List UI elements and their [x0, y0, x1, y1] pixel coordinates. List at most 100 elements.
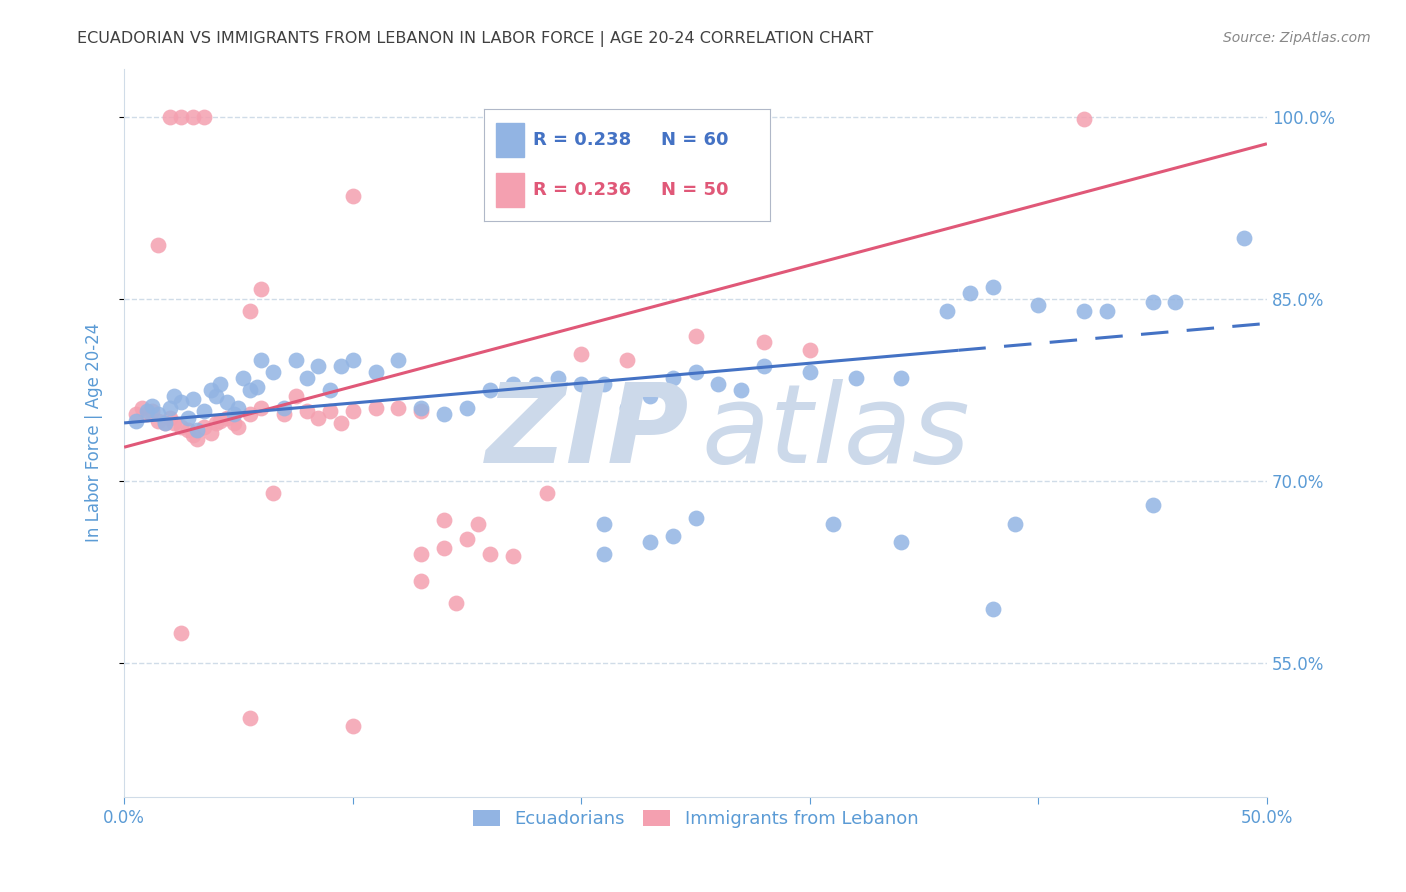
Point	[342, 189, 364, 203]
Point	[638, 389, 661, 403]
Point	[250, 401, 273, 416]
Point	[193, 404, 215, 418]
Point	[177, 423, 200, 437]
Point	[752, 334, 775, 349]
Point	[444, 596, 467, 610]
Point	[159, 411, 181, 425]
Point	[890, 535, 912, 549]
Point	[593, 377, 616, 392]
Point	[593, 547, 616, 561]
Point	[273, 408, 295, 422]
Point	[456, 533, 478, 547]
Point	[136, 404, 159, 418]
Point	[433, 541, 456, 555]
Point	[170, 419, 193, 434]
Point	[319, 383, 342, 397]
Point	[1142, 499, 1164, 513]
Point	[204, 416, 226, 430]
Point	[148, 237, 170, 252]
Point	[685, 328, 707, 343]
Point	[141, 399, 163, 413]
Point	[163, 389, 186, 403]
Point	[209, 377, 232, 392]
Point	[616, 352, 638, 367]
Point	[170, 110, 193, 124]
Point	[364, 365, 387, 379]
Point	[159, 110, 181, 124]
Point	[433, 513, 456, 527]
Point	[239, 304, 262, 318]
Point	[136, 408, 159, 422]
Text: ZIP: ZIP	[486, 379, 690, 486]
Point	[222, 416, 245, 430]
Point	[155, 416, 177, 430]
Point	[638, 535, 661, 549]
Point	[478, 547, 501, 561]
Point	[661, 371, 683, 385]
Point	[215, 411, 238, 425]
Point	[124, 408, 146, 422]
Point	[342, 404, 364, 418]
Point	[330, 416, 353, 430]
Point	[181, 110, 204, 124]
Point	[159, 401, 181, 416]
Point	[502, 377, 524, 392]
Point	[250, 352, 273, 367]
Point	[284, 389, 307, 403]
Point	[193, 110, 215, 124]
Point	[148, 408, 170, 422]
Point	[215, 395, 238, 409]
Point	[181, 428, 204, 442]
Point	[262, 365, 284, 379]
Point	[177, 411, 200, 425]
Point	[411, 574, 433, 588]
Point	[685, 510, 707, 524]
Text: atlas: atlas	[702, 379, 970, 486]
Point	[163, 416, 186, 430]
Text: ECUADORIAN VS IMMIGRANTS FROM LEBANON IN LABOR FORCE | AGE 20-24 CORRELATION CHA: ECUADORIAN VS IMMIGRANTS FROM LEBANON IN…	[77, 31, 873, 47]
Point	[959, 286, 981, 301]
Point	[222, 408, 245, 422]
Point	[131, 401, 153, 416]
Point	[981, 280, 1004, 294]
Point	[502, 549, 524, 564]
Text: Source: ZipAtlas.com: Source: ZipAtlas.com	[1223, 31, 1371, 45]
Point	[467, 516, 489, 531]
Point	[364, 401, 387, 416]
Point	[1028, 298, 1050, 312]
Point	[616, 401, 638, 416]
Point	[284, 352, 307, 367]
Point	[547, 371, 569, 385]
Point	[536, 486, 558, 500]
Point	[246, 379, 269, 393]
Point	[307, 411, 329, 425]
Point	[200, 425, 222, 440]
Point	[707, 377, 730, 392]
Y-axis label: In Labor Force | Age 20-24: In Labor Force | Age 20-24	[86, 323, 103, 542]
Point	[387, 352, 409, 367]
Point	[148, 413, 170, 427]
Point	[181, 392, 204, 406]
Point	[204, 389, 226, 403]
Point	[1095, 304, 1118, 318]
Point	[295, 404, 318, 418]
Point	[228, 419, 250, 434]
Point	[170, 395, 193, 409]
Point	[200, 383, 222, 397]
Point	[250, 282, 273, 296]
Point	[935, 304, 957, 318]
Point	[1142, 294, 1164, 309]
Point	[433, 408, 456, 422]
Point	[661, 529, 683, 543]
Point	[981, 601, 1004, 615]
Point	[307, 359, 329, 373]
Point	[844, 371, 866, 385]
Point	[478, 383, 501, 397]
Point	[799, 365, 821, 379]
Point	[1073, 112, 1095, 127]
Point	[890, 371, 912, 385]
Point	[411, 404, 433, 418]
Point	[1004, 516, 1026, 531]
Point	[342, 719, 364, 733]
Point	[124, 413, 146, 427]
